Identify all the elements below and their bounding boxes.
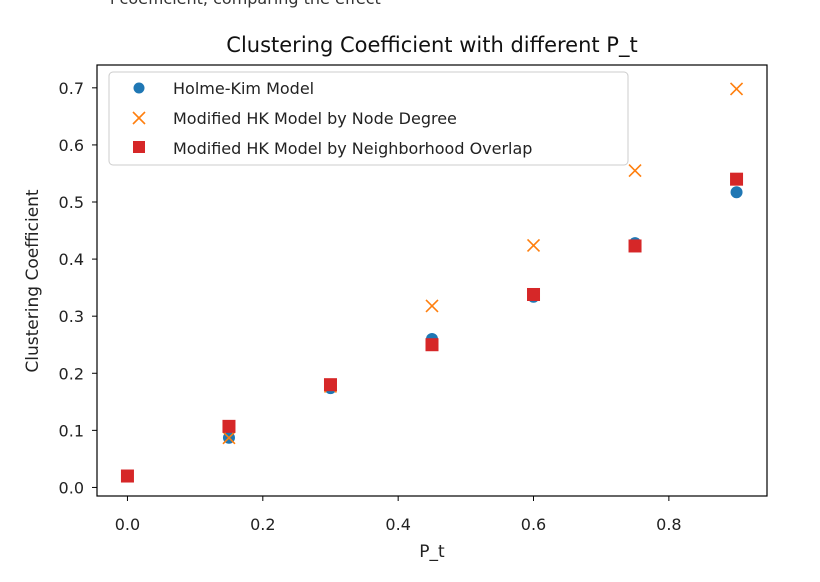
legend-marker-neighborhood-overlap	[133, 141, 145, 153]
neighborhood-overlap-point	[222, 419, 236, 433]
chart-legend: Holme-Kim Model Modified HK Model by Nod…	[108, 71, 629, 166]
cropped-top-text: l coefficient, comparing the effect	[110, 0, 381, 8]
x-axis-ticks: 0.0 0.2 0.4 0.6 0.8	[115, 496, 682, 534]
x-tick-label: 0.6	[521, 515, 546, 534]
y-tick-label: 0.6	[59, 136, 84, 155]
y-tick-label: 0.7	[59, 79, 84, 98]
y-tick-label: 0.4	[59, 250, 84, 269]
x-tick-label: 0.0	[115, 515, 140, 534]
neighborhood-overlap-point	[120, 469, 134, 483]
x-tick-label: 0.2	[250, 515, 275, 534]
plot-frame	[96, 64, 768, 497]
neighborhood-overlap-point	[425, 338, 439, 352]
y-tick-label: 0.5	[59, 193, 84, 212]
y-tick-label: 0.3	[59, 307, 84, 326]
legend-box	[108, 71, 629, 166]
node-degree-point	[628, 164, 642, 178]
legend-label-holme-kim: Holme-Kim Model	[173, 79, 314, 98]
x-tick-label: 0.4	[385, 515, 410, 534]
y-tick-label: 0.1	[59, 421, 84, 440]
neighborhood-overlap-point	[730, 172, 744, 186]
neighborhood-overlap-point	[628, 239, 642, 253]
legend-marker-holme-kim	[133, 82, 145, 94]
holme-kim-point	[730, 186, 743, 199]
data-points-layer	[120, 82, 744, 483]
legend-label-neighborhood-overlap: Modified HK Model by Neighborhood Overla…	[173, 139, 532, 158]
y-axis-label: Clustering Coefficient	[23, 189, 43, 372]
neighborhood-overlap-point	[323, 378, 337, 392]
node-degree-point	[425, 299, 439, 313]
chart-title: Clustering Coefficient with different P_…	[226, 33, 637, 58]
node-degree-point	[729, 82, 744, 96]
node-degree-point	[526, 238, 541, 252]
y-tick-label: 0.0	[59, 478, 84, 497]
node-degree-point	[222, 431, 236, 445]
legend-marker-node-degree	[132, 111, 146, 125]
x-axis-label: P_t	[419, 542, 445, 562]
legend-label-node-degree: Modified HK Model by Node Degree	[173, 109, 457, 128]
y-tick-label: 0.2	[59, 364, 84, 383]
neighborhood-overlap-point	[527, 287, 541, 301]
y-axis-ticks: 0.0 0.1 0.2 0.3 0.4 0.5 0.6 0.7	[59, 79, 97, 497]
x-tick-label: 0.8	[656, 515, 681, 534]
